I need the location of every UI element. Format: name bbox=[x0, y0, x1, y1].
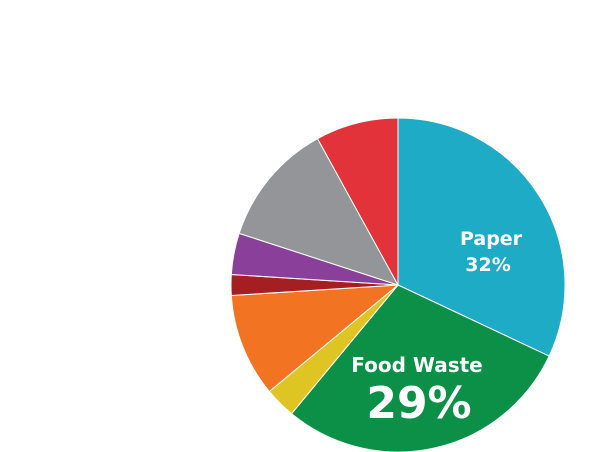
pie-slice-food-waste bbox=[290, 284, 550, 452]
pie-labels: Paper 32% Food Waste 29% bbox=[351, 228, 522, 429]
pie-slice-unlabeled-7 bbox=[316, 117, 399, 286]
slice-label-food-waste: Food Waste bbox=[351, 353, 482, 377]
slice-value-food-waste: 29% bbox=[366, 378, 471, 429]
pie-slice-paper bbox=[397, 117, 566, 357]
slice-label-paper: Paper bbox=[460, 228, 523, 250]
pie-slice-unlabeled-6 bbox=[238, 137, 400, 286]
slice-value-paper: 32% bbox=[465, 254, 510, 276]
pie-slice-unlabeled-3 bbox=[230, 284, 400, 393]
pie-slices bbox=[230, 117, 566, 452]
